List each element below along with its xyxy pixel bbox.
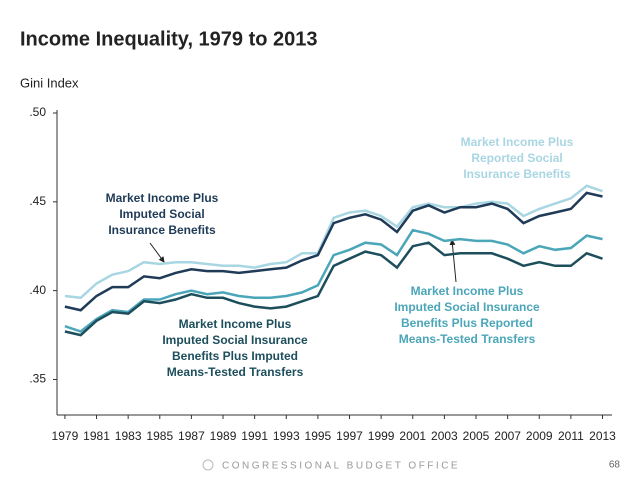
y-axis-label: Gini Index xyxy=(20,75,79,90)
y-tick-label: .50 xyxy=(29,105,46,119)
arrow xyxy=(149,242,165,263)
x-tick-label: 2013 xyxy=(589,429,616,443)
y-tick-label: .45 xyxy=(29,194,46,208)
x-tick-label: 1999 xyxy=(368,429,395,443)
x-tick-label: 2003 xyxy=(431,429,458,443)
y-tick-label: .35 xyxy=(29,372,46,386)
series-line xyxy=(64,191,603,312)
series-line xyxy=(64,241,603,337)
x-tick-label: 1989 xyxy=(210,429,237,443)
x-tick-label: 2005 xyxy=(463,429,490,443)
x-tick-label: 1981 xyxy=(83,429,110,443)
x-tick-label: 1995 xyxy=(305,429,332,443)
x-tick-label: 1993 xyxy=(273,429,300,443)
annotation: Market Income Plus Reported Social Insur… xyxy=(460,135,574,181)
x-tick-label: 1983 xyxy=(115,429,142,443)
x-tick-label: 1979 xyxy=(52,429,79,443)
x-tick-label: 2001 xyxy=(399,429,426,443)
x-tick-label: 2009 xyxy=(526,429,553,443)
x-tick-label: 1991 xyxy=(241,429,268,443)
chart-title: Income Inequality, 1979 to 2013 xyxy=(20,28,318,50)
series-line xyxy=(64,228,603,333)
x-tick-label: 1987 xyxy=(178,429,205,443)
annotation: Market Income Plus Imputed Social Insura… xyxy=(394,284,540,346)
y-tick-label: .40 xyxy=(29,283,46,297)
annotation: Market Income Plus Imputed Social Insura… xyxy=(105,191,219,237)
x-tick-label: 2007 xyxy=(494,429,521,443)
logo xyxy=(202,459,214,471)
x-tick-label: 1985 xyxy=(146,429,173,443)
series-line xyxy=(64,184,603,300)
annotation: Market Income Plus Imputed Social Insura… xyxy=(162,317,308,379)
page-number: 68 xyxy=(609,460,621,471)
x-tick-label: 2011 xyxy=(558,429,584,443)
footer-org: CONGRESSIONAL BUDGET OFFICE xyxy=(222,461,460,472)
x-tick-label: 1997 xyxy=(336,429,363,443)
arrow xyxy=(449,239,457,283)
